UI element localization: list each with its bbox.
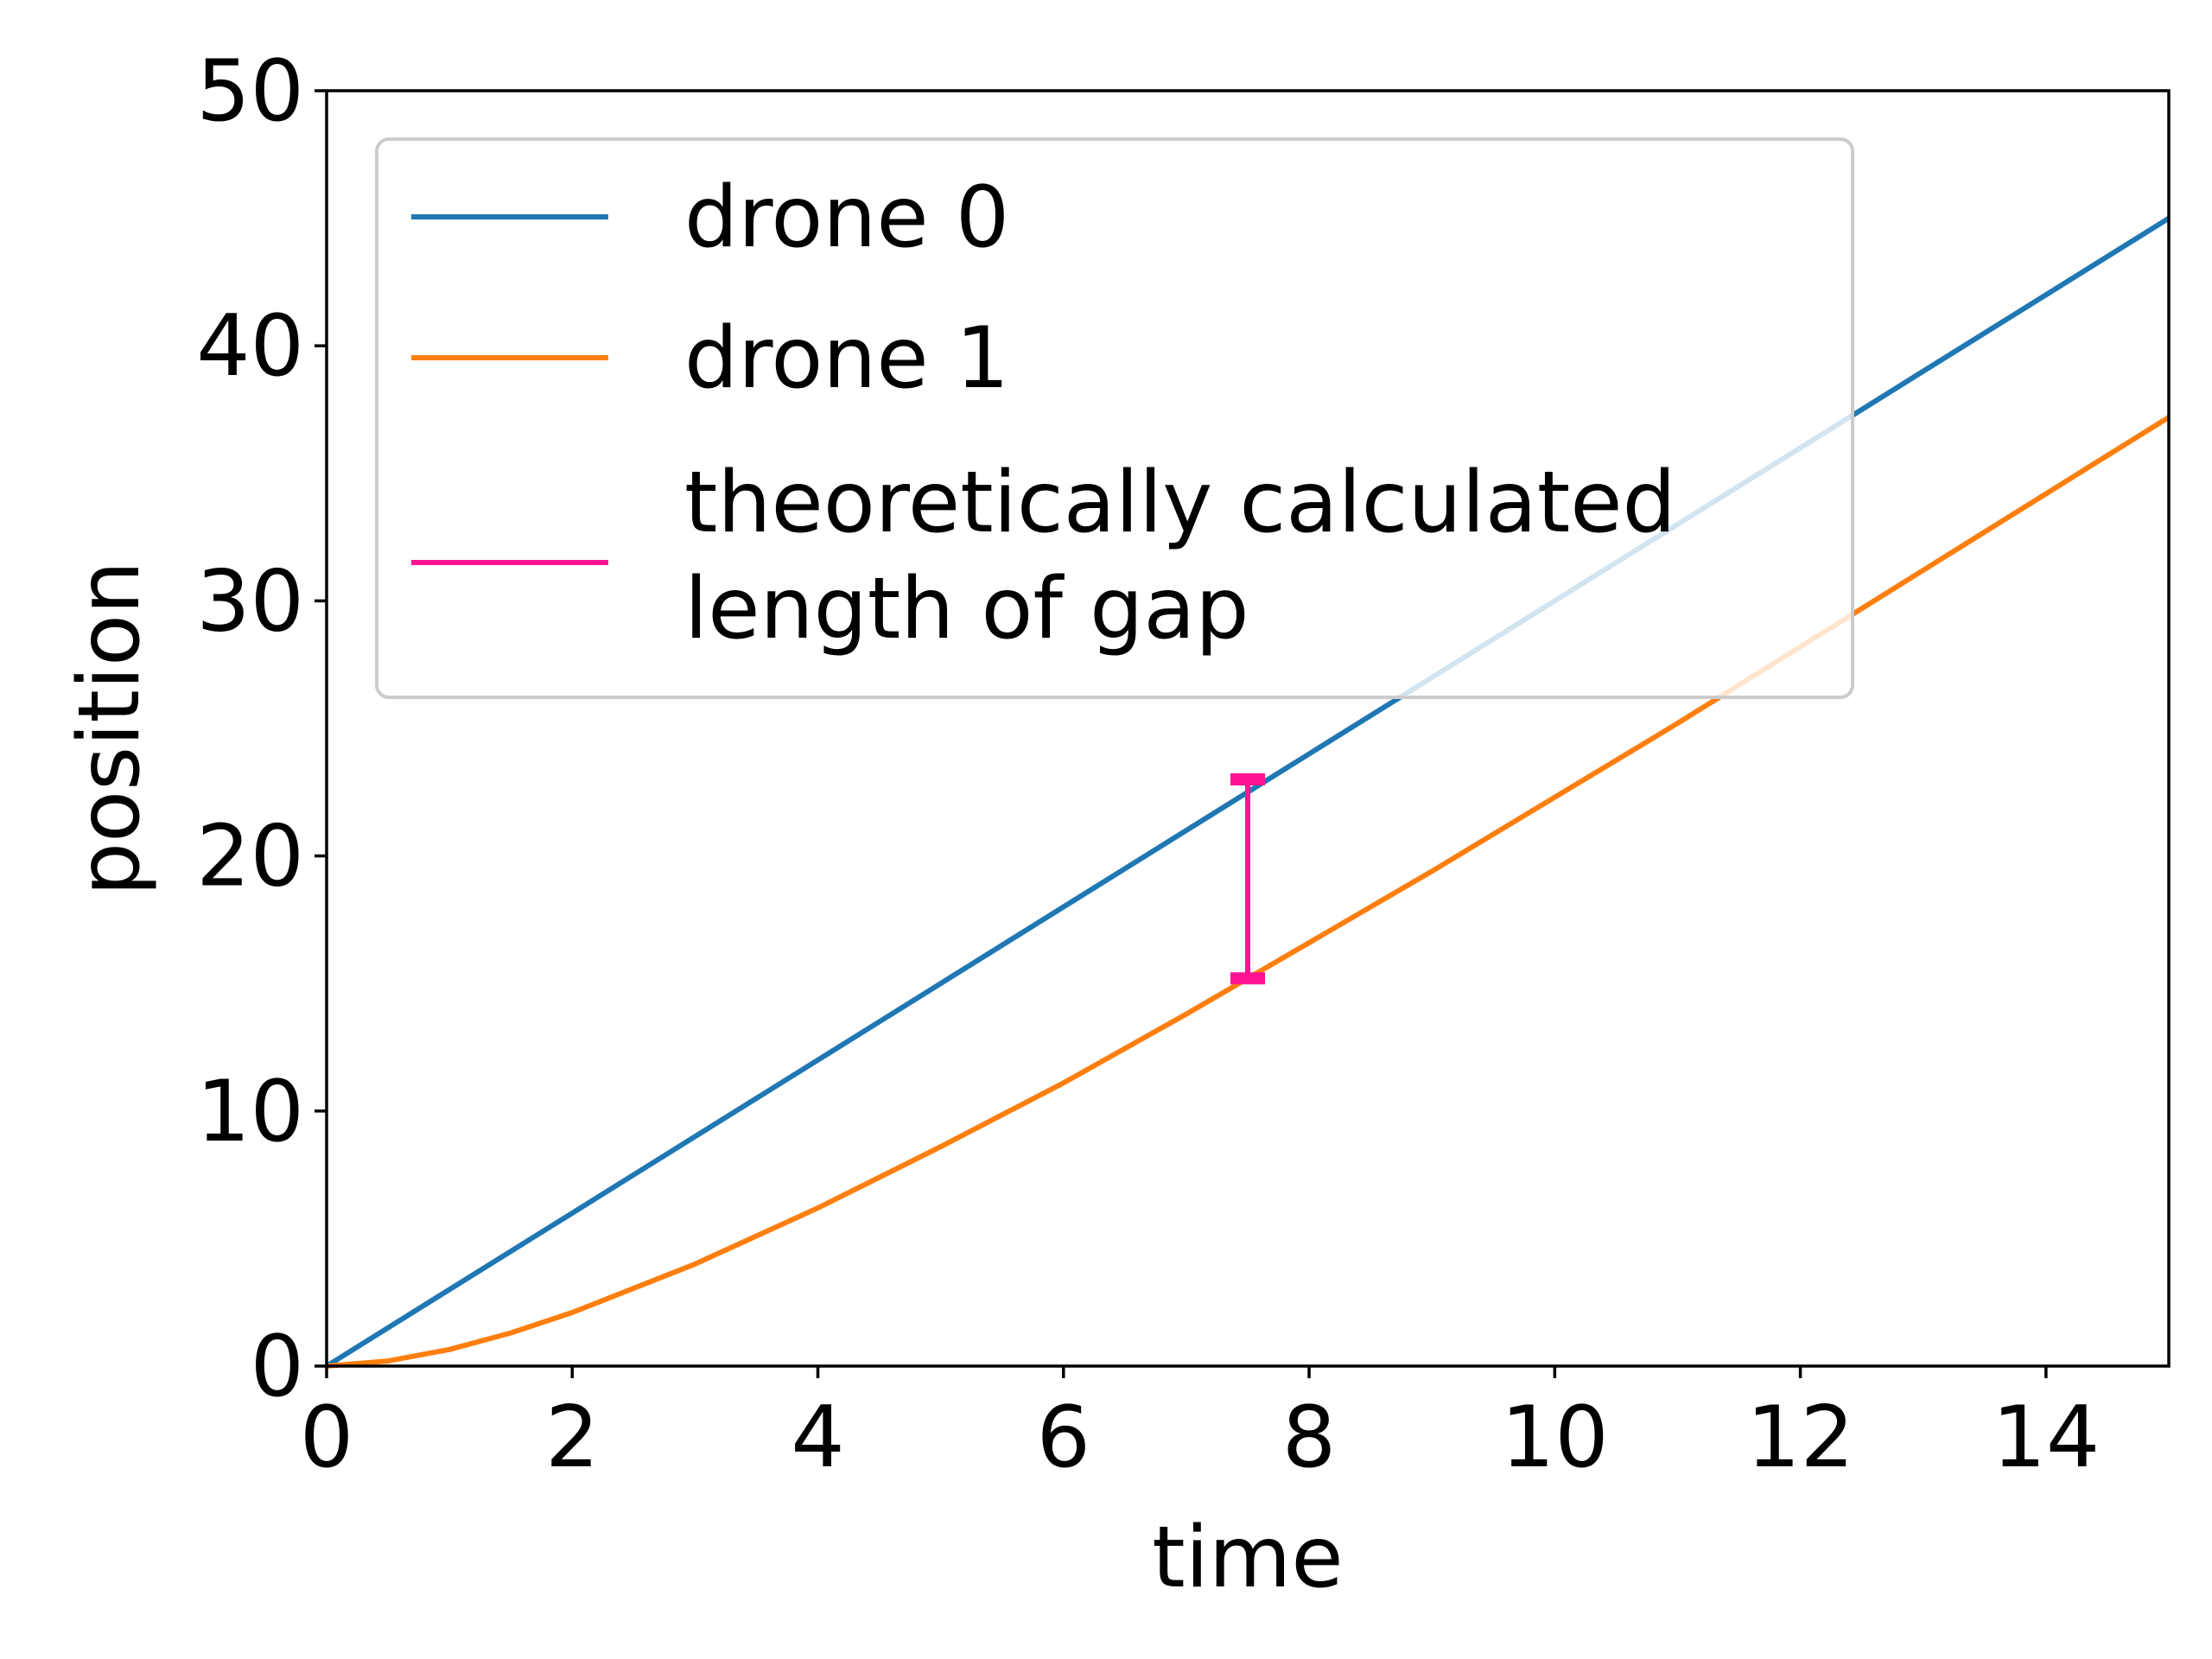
x-tick-label: 14 — [1993, 1389, 2101, 1487]
gap-marker — [1230, 773, 1265, 985]
y-tick-label: 40 — [196, 297, 304, 396]
y-tick-label: 30 — [196, 552, 304, 651]
y-axis-ticks: 0 10 20 30 40 50 — [196, 42, 327, 1416]
x-tick-label: 10 — [1501, 1389, 1609, 1487]
x-axis-ticks: 0 2 4 6 8 10 12 14 — [300, 1366, 2100, 1487]
legend-box — [375, 137, 1854, 699]
x-axis-label: time — [1152, 1509, 1343, 1607]
legend: drone 0 drone 1 theoretically calculated… — [375, 137, 1854, 699]
x-tick-label: 6 — [1037, 1389, 1090, 1487]
y-axis-label: position — [60, 561, 159, 896]
y-tick-label: 10 — [196, 1063, 304, 1161]
legend-label-gap-line1: theoretically calculated — [684, 454, 1676, 552]
x-tick-label: 8 — [1282, 1389, 1336, 1487]
x-tick-label: 2 — [545, 1389, 599, 1487]
legend-label-drone-0: drone 0 — [684, 168, 1009, 267]
plot-frame — [325, 89, 2171, 1368]
x-tick-label: 12 — [1746, 1389, 1854, 1487]
y-tick-label: 0 — [251, 1318, 304, 1416]
y-tick-label: 50 — [196, 42, 304, 141]
legend-label-gap-line2: length of gap — [684, 560, 1249, 658]
x-tick-label: 4 — [791, 1389, 844, 1487]
legend-label-drone-1: drone 1 — [684, 309, 1009, 408]
y-tick-label: 20 — [196, 808, 304, 906]
x-tick-label: 0 — [300, 1389, 353, 1487]
